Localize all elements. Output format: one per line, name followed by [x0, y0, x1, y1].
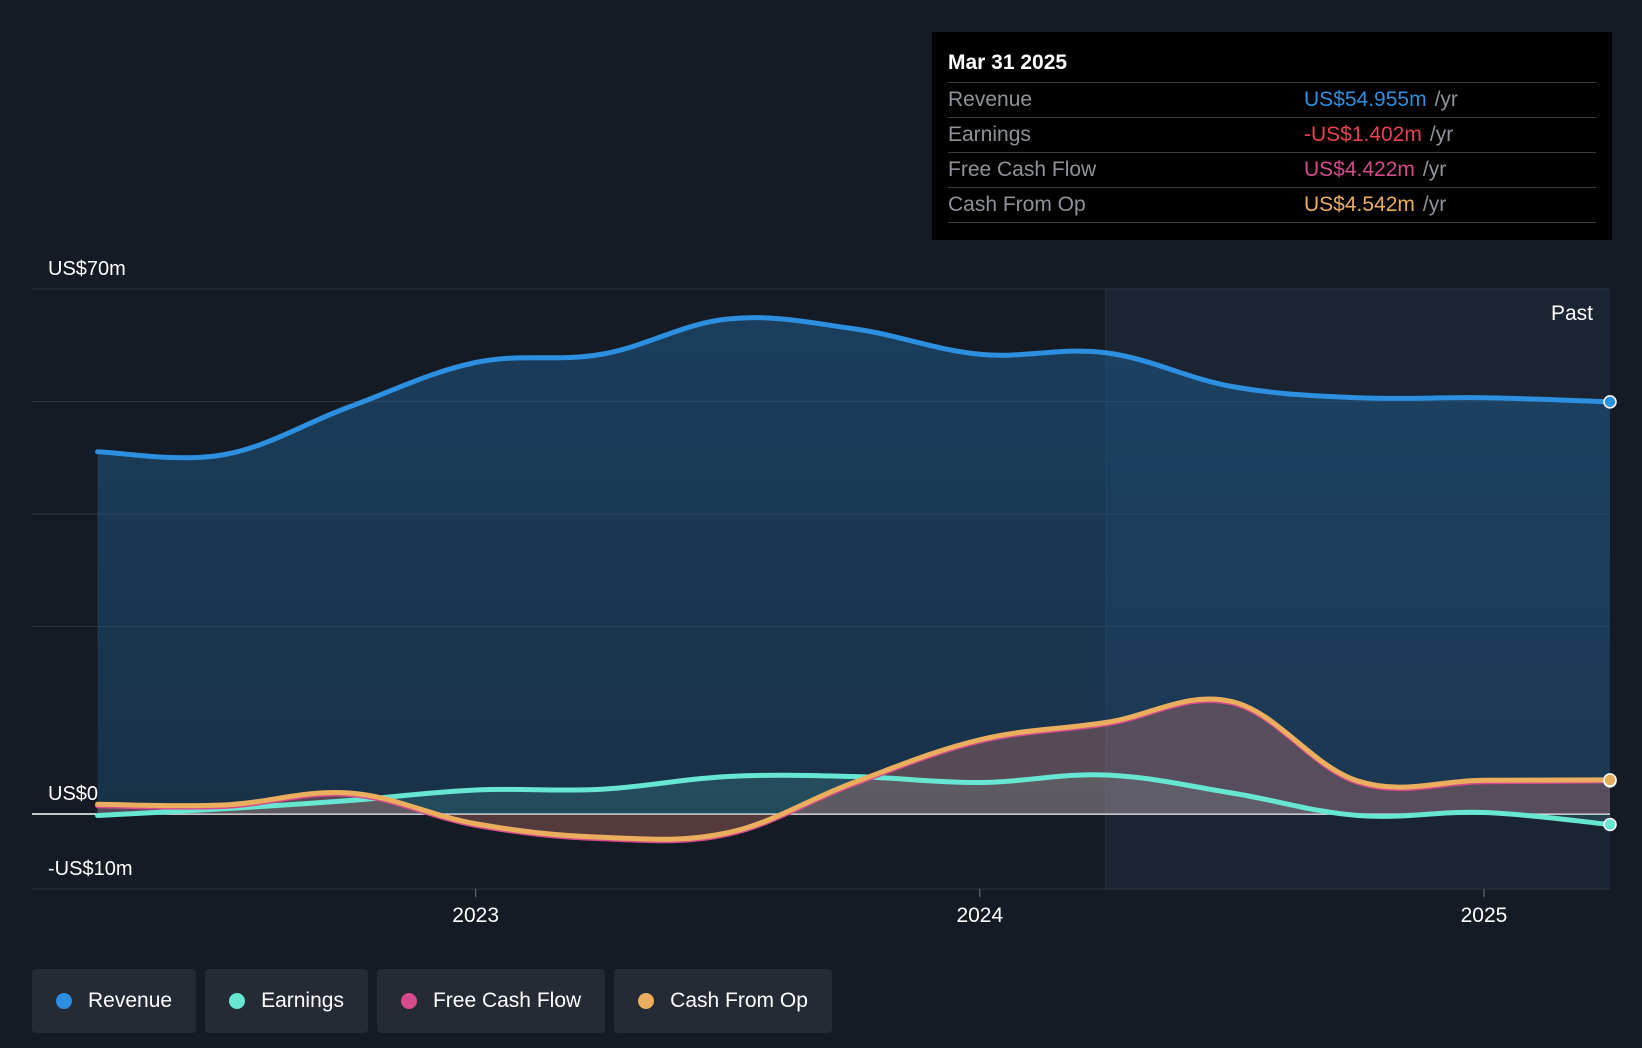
past-label: Past	[1551, 302, 1593, 325]
legend: Revenue Earnings Free Cash Flow Cash Fro…	[32, 969, 832, 1033]
tooltip-label: Cash From Op	[948, 193, 1086, 216]
x-tick-label: 2025	[1461, 904, 1508, 927]
legend-label: Free Cash Flow	[432, 989, 582, 1012]
tooltip-value: US$54.955m	[1304, 88, 1427, 111]
tooltip-value: -US$1.402m	[1304, 123, 1422, 146]
legend-item-cash-from-op[interactable]: Cash From Op	[614, 969, 832, 1033]
tooltip-label: Earnings	[948, 123, 1031, 146]
tooltip-value: US$4.422m	[1304, 158, 1415, 181]
tooltip: Mar 31 2025 Revenue US$54.955m /yr Earni…	[932, 32, 1612, 240]
legend-label: Cash From Op	[670, 989, 808, 1012]
y-tick-label: -US$10m	[48, 858, 132, 880]
legend-item-free-cash-flow[interactable]: Free Cash Flow	[376, 969, 606, 1033]
legend-label: Revenue	[88, 989, 173, 1012]
free-cash-flow-area	[97, 700, 1611, 841]
cash-from-op-area	[97, 698, 1611, 840]
y-tick-label: US$0	[48, 783, 98, 805]
tooltip-unit: /yr	[1434, 88, 1458, 111]
earnings-dot-icon	[229, 993, 246, 1009]
tooltip-date: Mar 31 2025	[948, 48, 1596, 83]
tooltip-value: US$4.542m	[1304, 193, 1415, 216]
tooltip-row-free-cash-flow: Free Cash Flow US$4.422m /yr	[948, 153, 1596, 188]
earnings-endpoint	[1603, 817, 1617, 832]
tooltip-row-revenue: Revenue US$54.955m /yr	[948, 83, 1596, 118]
y-tick-label: US$70m	[48, 258, 126, 280]
tooltip-label: Revenue	[948, 88, 1033, 111]
legend-item-earnings[interactable]: Earnings	[205, 969, 368, 1033]
tooltip-unit: /yr	[1422, 158, 1447, 181]
cash-from-op-line	[95, 696, 1613, 842]
tooltip-row-earnings: Earnings -US$1.402m /yr	[948, 118, 1596, 153]
revenue-area	[97, 317, 1611, 814]
free-cash-flow-dot-icon	[400, 993, 417, 1009]
x-tick-label: 2024	[956, 904, 1003, 927]
x-tick-label: 2023	[452, 904, 499, 927]
tooltip-unit: /yr	[1429, 123, 1454, 146]
tooltip-unit: /yr	[1422, 193, 1447, 216]
cash-from-op-dot-icon	[638, 993, 655, 1009]
earnings-area	[97, 774, 1611, 825]
legend-item-revenue[interactable]: Revenue	[32, 969, 197, 1033]
tooltip-label: Free Cash Flow	[948, 158, 1097, 181]
revenue-dot-icon	[56, 993, 72, 1009]
cash-from-op-endpoint	[1603, 773, 1617, 787]
earnings-line	[95, 772, 1613, 828]
revenue-line	[95, 315, 1613, 461]
revenue-endpoint	[1603, 395, 1617, 409]
tooltip-row-cash-from-op: Cash From Op US$4.542m /yr	[948, 188, 1596, 223]
legend-label: Earnings	[261, 989, 344, 1012]
